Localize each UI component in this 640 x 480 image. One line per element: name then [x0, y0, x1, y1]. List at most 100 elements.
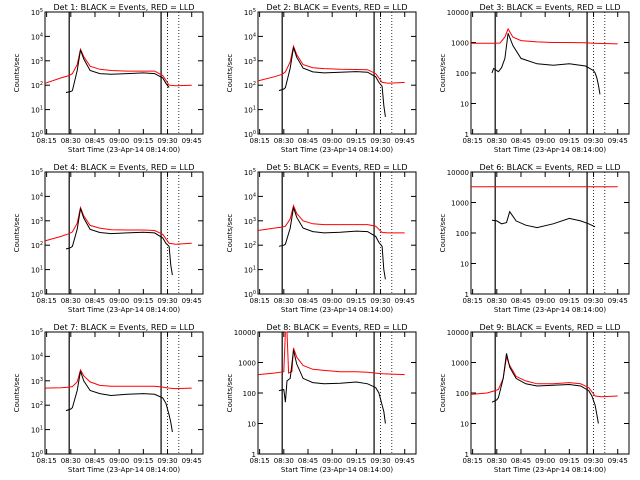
x-tick-label: 09:00	[322, 457, 342, 465]
x-tick-label: 08:45	[298, 137, 318, 145]
chart-panel-2: Det 2: BLACK = Events, RED = LLD 100 101 10…	[226, 3, 417, 154]
y-tick-label: 103	[244, 57, 256, 66]
chart-panel-6: Det 6: BLACK = Events, RED = LLD 1 10 100 10…	[439, 163, 630, 314]
x-axis-label: Start Time (23-Apr-14 08:14:00)	[494, 146, 606, 154]
x-tick-label: 09:15	[559, 457, 579, 465]
plot-frame	[44, 11, 204, 135]
y-tick-label: 102	[31, 401, 43, 410]
y-tick-label: 100	[31, 130, 43, 139]
x-tick-label: 09:45	[395, 457, 415, 465]
x-tick-label: 09:00	[109, 457, 129, 465]
y-tick-label: 105	[244, 168, 256, 177]
y-axis-label: Counts/sec	[13, 374, 21, 413]
x-tick-label: 08:15	[37, 137, 57, 145]
x-tick-label: 09:30	[157, 457, 177, 465]
y-tick-label: 10000	[447, 329, 469, 337]
events-series-line	[491, 33, 601, 95]
y-tick-label: 103	[244, 217, 256, 226]
x-tick-label: 08:15	[37, 297, 57, 305]
x-tick-label: 08:45	[85, 297, 105, 305]
y-axis-label: Counts/sec	[439, 374, 447, 413]
x-tick-label: 09:00	[109, 137, 129, 145]
chart-title: Det 2: BLACK = Events, RED = LLD	[267, 3, 408, 12]
x-tick-label: 09:45	[608, 137, 628, 145]
y-tick-label: 10	[460, 101, 469, 109]
y-tick-label: 101	[244, 106, 256, 115]
x-axis-label: Start Time (23-Apr-14 08:14:00)	[281, 306, 393, 314]
x-tick-label: 08:45	[85, 137, 105, 145]
y-tick-label: 100	[244, 290, 256, 299]
x-tick-label: 08:15	[250, 137, 270, 145]
x-axis-label: Start Time (23-Apr-14 08:14:00)	[494, 466, 606, 474]
x-tick-label: 09:45	[608, 297, 628, 305]
lld-series-line	[470, 355, 618, 398]
x-tick-label: 08:15	[250, 297, 270, 305]
x-tick-label: 08:45	[298, 297, 318, 305]
plot-frame	[257, 11, 417, 135]
x-tick-label: 09:30	[583, 457, 603, 465]
y-tick-label: 1000	[238, 360, 256, 368]
y-tick-label: 10000	[234, 329, 256, 337]
y-tick-label: 104	[244, 32, 256, 41]
y-tick-label: 10000	[447, 169, 469, 177]
events-series-line	[65, 208, 173, 276]
y-axis-label: Counts/sec	[226, 54, 234, 93]
lld-series-line	[44, 205, 192, 245]
x-tick-label: 08:45	[511, 297, 531, 305]
y-tick-label: 10	[460, 261, 469, 269]
chart-panel-8: Det 8: BLACK = Events, RED = LLD 1 10 100 10…	[226, 323, 417, 474]
y-axis-label: Counts/sec	[226, 214, 234, 253]
x-axis-label: Start Time (23-Apr-14 08:14:00)	[68, 466, 180, 474]
events-series-line	[278, 207, 386, 280]
chart-panel-9: Det 9: BLACK = Events, RED = LLD 1 10 100 10…	[439, 323, 630, 474]
y-tick-label: 101	[31, 426, 43, 435]
y-axis-label: Counts/sec	[439, 54, 447, 93]
y-tick-label: 10	[460, 421, 469, 429]
x-tick-label: 09:30	[370, 297, 390, 305]
lld-series-line	[257, 203, 405, 234]
y-tick-label: 104	[31, 352, 43, 361]
x-tick-label: 09:45	[395, 297, 415, 305]
x-axis-label: Start Time (23-Apr-14 08:14:00)	[281, 146, 393, 154]
events-series-line	[65, 370, 173, 433]
plot-frame	[257, 171, 417, 295]
y-tick-label: 101	[31, 266, 43, 275]
y-tick-label: 1	[465, 131, 469, 139]
y-tick-label: 1000	[451, 200, 469, 208]
y-tick-label: 100	[456, 70, 469, 78]
x-tick-label: 09:30	[370, 137, 390, 145]
y-tick-label: 100	[31, 450, 43, 459]
x-axis-label: Start Time (23-Apr-14 08:14:00)	[281, 466, 393, 474]
y-tick-label: 1	[252, 451, 256, 459]
y-tick-label: 105	[31, 168, 43, 177]
chart-panel-7: Det 7: BLACK = Events, RED = LLD 100 101 10…	[13, 323, 204, 474]
y-tick-label: 105	[31, 328, 43, 337]
x-tick-label: 09:45	[182, 297, 202, 305]
x-tick-label: 08:30	[274, 297, 294, 305]
x-tick-label: 09:00	[109, 297, 129, 305]
y-tick-label: 101	[244, 266, 256, 275]
y-axis-label: Counts/sec	[13, 54, 21, 93]
plot-frame	[44, 171, 204, 295]
events-series-line	[491, 210, 596, 229]
x-tick-label: 08:15	[463, 457, 483, 465]
lld-series-line	[257, 44, 405, 84]
y-tick-label: 102	[244, 241, 256, 250]
x-tick-label: 08:30	[274, 137, 294, 145]
y-tick-label: 1	[465, 291, 469, 299]
y-tick-label: 100	[456, 390, 469, 398]
x-tick-label: 09:00	[535, 297, 555, 305]
x-tick-label: 09:00	[535, 457, 555, 465]
y-tick-label: 10000	[447, 9, 469, 17]
y-tick-label: 105	[31, 8, 43, 17]
y-tick-label: 100	[456, 230, 469, 238]
y-axis-label: Counts/sec	[226, 374, 234, 413]
events-series-line	[65, 49, 170, 93]
y-tick-label: 105	[244, 8, 256, 17]
x-tick-label: 08:45	[511, 137, 531, 145]
chart-panel-3: Det 3: BLACK = Events, RED = LLD 1 10 100 10…	[439, 3, 630, 154]
lld-series-line	[257, 331, 405, 376]
x-tick-label: 09:30	[583, 297, 603, 305]
y-tick-label: 103	[31, 377, 43, 386]
y-tick-label: 104	[31, 192, 43, 201]
